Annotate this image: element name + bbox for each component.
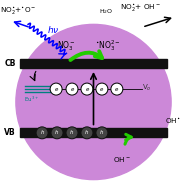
Text: V$_o$: V$_o$ [142,83,152,93]
Text: h: h [40,130,44,135]
Text: e: e [100,87,104,92]
Circle shape [50,83,62,95]
Text: OH$^{\bullet}$: OH$^{\bullet}$ [165,117,181,126]
Text: h: h [70,130,74,135]
Text: NO$_2^{\bullet}$+$^{\bullet}$O$^-$: NO$_2^{\bullet}$+$^{\bullet}$O$^-$ [0,6,36,17]
Text: NO$_3^-$: NO$_3^-$ [57,40,76,53]
Text: H$_2$O: H$_2$O [99,8,113,16]
Circle shape [111,83,123,95]
Circle shape [81,127,93,139]
Text: Eu$^{3+}$: Eu$^{3+}$ [24,95,39,104]
Text: NO$_2^{\bullet}$+ OH$^-$: NO$_2^{\bullet}$+ OH$^-$ [120,2,160,14]
Circle shape [36,127,48,139]
Text: OH$^-$: OH$^-$ [113,155,131,163]
Text: e: e [85,87,89,92]
FancyBboxPatch shape [20,128,167,137]
Text: e: e [54,87,58,92]
Circle shape [96,127,108,139]
Text: $h\nu$: $h\nu$ [47,25,59,36]
Circle shape [51,127,63,139]
Text: e: e [115,87,119,92]
Text: $^{\bullet}$NO$_3^{2-}$: $^{\bullet}$NO$_3^{2-}$ [95,38,120,53]
Text: h: h [55,130,59,135]
Circle shape [66,83,78,95]
FancyBboxPatch shape [20,59,167,68]
Text: VB: VB [4,128,16,137]
Circle shape [16,24,171,180]
Text: e: e [70,87,74,92]
Text: h: h [85,130,89,135]
Circle shape [96,83,108,95]
Circle shape [81,83,93,95]
Text: h: h [100,130,104,135]
Circle shape [66,127,78,139]
Text: CB: CB [4,59,16,68]
